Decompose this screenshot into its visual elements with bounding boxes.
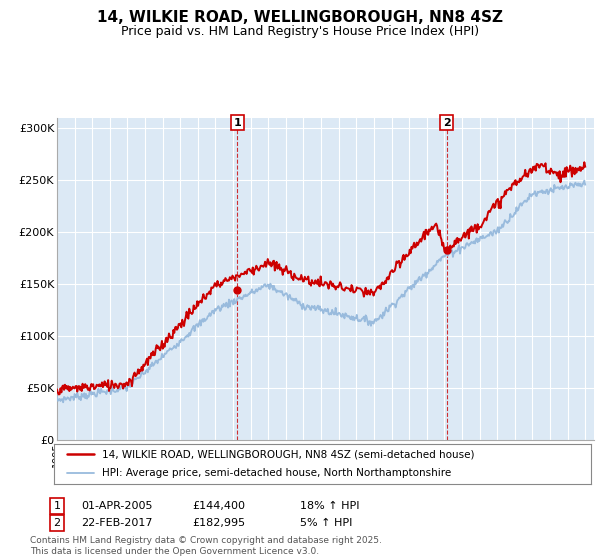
Text: £182,995: £182,995	[192, 518, 245, 528]
Text: 2: 2	[443, 118, 451, 128]
Text: Contains HM Land Registry data © Crown copyright and database right 2025.
This d: Contains HM Land Registry data © Crown c…	[30, 536, 382, 556]
Text: 2: 2	[53, 518, 61, 528]
Text: 18% ↑ HPI: 18% ↑ HPI	[300, 501, 359, 511]
Text: HPI: Average price, semi-detached house, North Northamptonshire: HPI: Average price, semi-detached house,…	[103, 468, 452, 478]
Text: 14, WILKIE ROAD, WELLINGBOROUGH, NN8 4SZ (semi-detached house): 14, WILKIE ROAD, WELLINGBOROUGH, NN8 4SZ…	[103, 449, 475, 459]
Text: Price paid vs. HM Land Registry's House Price Index (HPI): Price paid vs. HM Land Registry's House …	[121, 25, 479, 38]
Text: 5% ↑ HPI: 5% ↑ HPI	[300, 518, 352, 528]
Text: 14, WILKIE ROAD, WELLINGBOROUGH, NN8 4SZ: 14, WILKIE ROAD, WELLINGBOROUGH, NN8 4SZ	[97, 10, 503, 25]
Text: 22-FEB-2017: 22-FEB-2017	[81, 518, 152, 528]
Text: 01-APR-2005: 01-APR-2005	[81, 501, 152, 511]
Text: 1: 1	[53, 501, 61, 511]
Text: 1: 1	[233, 118, 241, 128]
Text: £144,400: £144,400	[192, 501, 245, 511]
